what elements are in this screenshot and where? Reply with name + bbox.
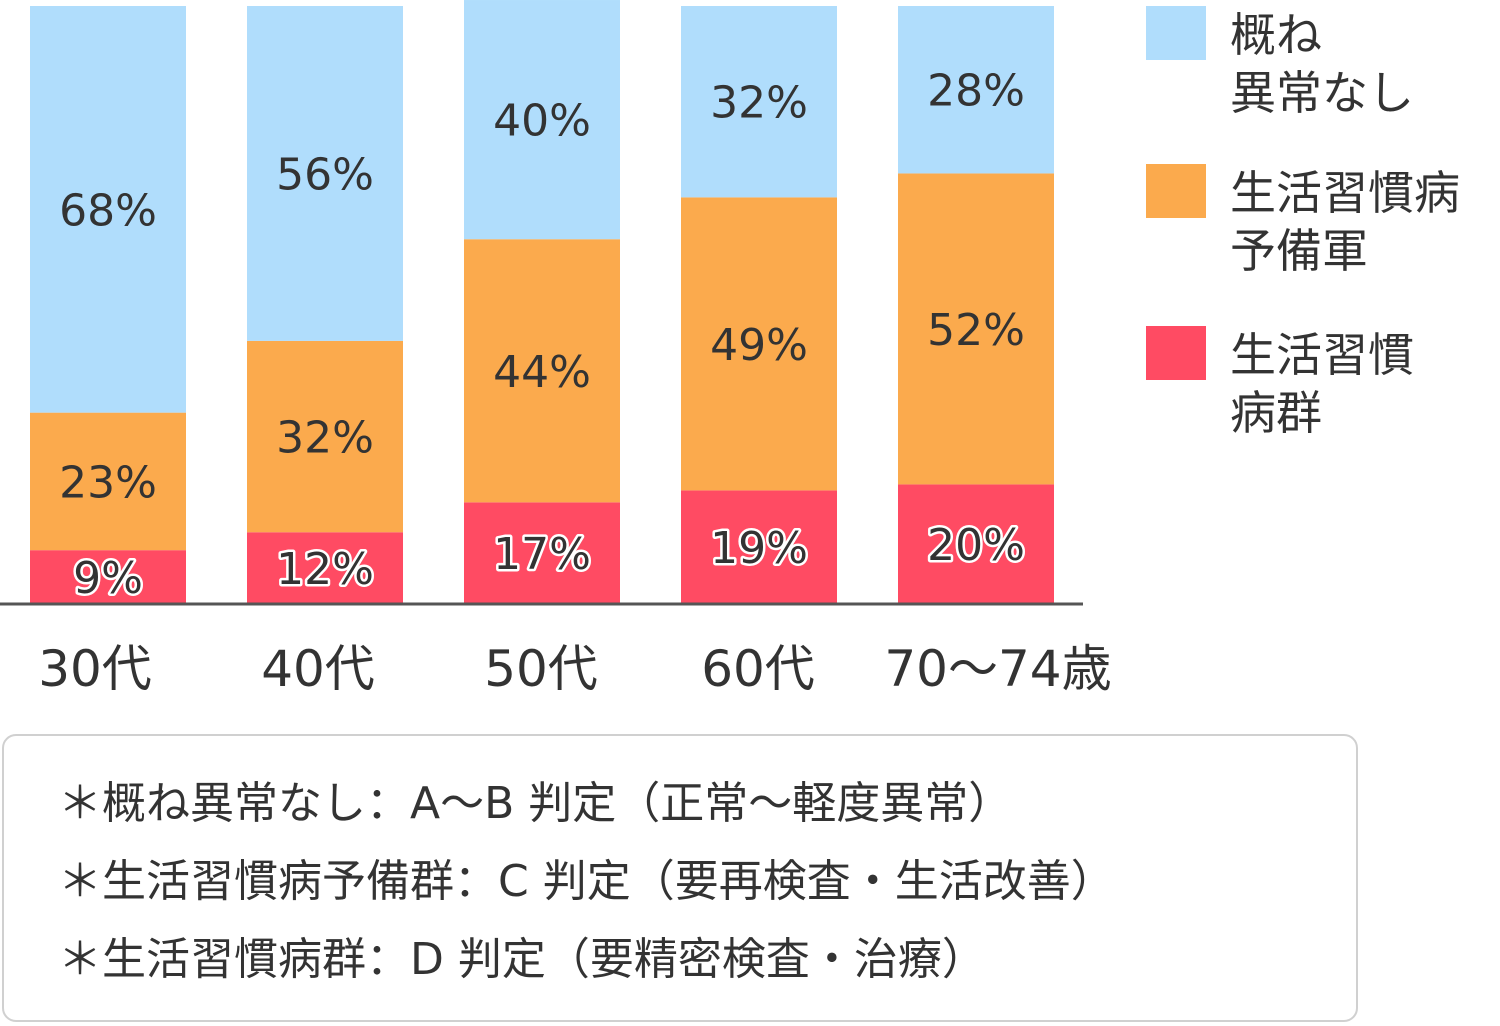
legend-label-normal: 概ね 異常なし [1230, 6, 1414, 122]
data-label-pre-disease: 32% [276, 413, 374, 464]
data-label-disease: 17% [493, 529, 591, 580]
category-label: 50代 [484, 640, 598, 698]
bar-segment-pre-disease [247, 340, 403, 533]
bar-segment-pre-disease [681, 197, 837, 491]
category-label: 70〜74歳 [884, 640, 1111, 698]
bar-segment-normal [681, 6, 837, 198]
data-label-normal: 28% [927, 66, 1025, 117]
data-label-disease: 20% [927, 520, 1025, 571]
stacked-bar-chart: 9% 23% 68% 30代 12% 32% 56% 40代 17% 44% 40% 50代 19% 49… [0, 0, 1112, 698]
bar-segment-pre-disease [464, 239, 620, 503]
note-disease: ＊生活習慣病群：D 判定（要精密検査・治療） [58, 934, 986, 985]
data-label-pre-disease: 23% [59, 457, 157, 508]
note-pre-disease: ＊生活習慣病予備群：C 判定（要再検査・生活改善） [58, 856, 1115, 907]
category-label: 40代 [261, 640, 375, 698]
category-label: 60代 [701, 640, 815, 698]
bar-segment-normal [30, 6, 186, 413]
legend-item-normal: 概ね 異常なし [1146, 6, 1414, 122]
notes-box: ＊概ね異常なし：A〜B 判定（正常〜軽度異常） ＊生活習慣病予備群：C 判定（要… [2, 734, 1358, 1022]
data-label-pre-disease: 44% [493, 347, 591, 398]
data-label-disease: 19% [710, 523, 808, 574]
bar-segment-normal [464, 0, 620, 240]
legend-swatch-disease [1146, 326, 1206, 380]
legend-label-pre-disease: 生活習慣病 予備軍 [1230, 164, 1460, 280]
bar-segment-disease [247, 532, 403, 604]
data-label-pre-disease: 52% [927, 305, 1025, 356]
bar-segment-pre-disease [898, 173, 1054, 485]
legend-label-line: 異常なし [1230, 66, 1414, 120]
data-label-disease: 9% [73, 553, 143, 604]
legend-label-line: 病群 [1230, 386, 1322, 440]
data-label-normal: 32% [710, 78, 808, 129]
legend-label-line: 生活習慣 [1230, 328, 1414, 382]
legend-swatch-normal [1146, 6, 1206, 60]
note-normal: ＊概ね異常なし：A〜B 判定（正常〜軽度異常） [58, 778, 1013, 829]
data-label-disease: 12% [276, 544, 374, 595]
bar-segment-disease [464, 502, 620, 604]
bar-segment-pre-disease [30, 412, 186, 551]
bar-segment-disease [681, 490, 837, 604]
bar-segment-disease [898, 484, 1054, 604]
legend: 概ね 異常なし 生活習慣病 予備軍 生活習慣 病群 [1146, 0, 1500, 460]
legend-swatch-pre-disease [1146, 164, 1206, 218]
legend-label-line: 生活習慣病 [1230, 166, 1460, 220]
legend-label-disease: 生活習慣 病群 [1230, 326, 1414, 442]
data-label-pre-disease: 49% [710, 320, 808, 371]
legend-label-line: 概ね [1230, 8, 1322, 62]
category-label: 30代 [38, 640, 152, 698]
legend-item-pre-disease: 生活習慣病 予備軍 [1146, 164, 1460, 280]
bar-segment-normal [247, 6, 403, 341]
bar-segment-normal [898, 6, 1054, 174]
data-label-normal: 56% [276, 149, 374, 200]
bar-segment-disease [30, 550, 186, 604]
data-label-normal: 40% [493, 96, 591, 147]
legend-item-disease: 生活習慣 病群 [1146, 326, 1414, 442]
data-label-normal: 68% [59, 185, 157, 236]
legend-label-line: 予備軍 [1230, 224, 1368, 278]
